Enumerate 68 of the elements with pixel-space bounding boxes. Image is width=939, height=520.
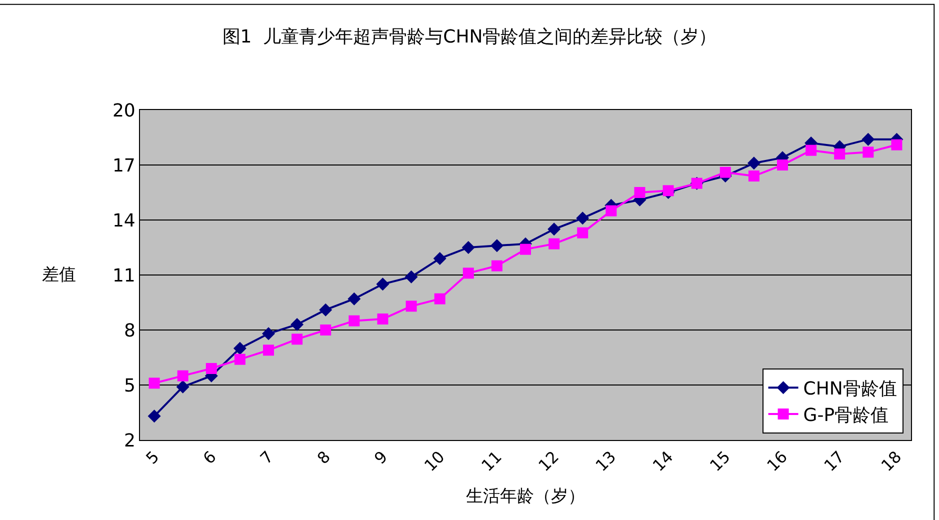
point [348, 315, 360, 326]
x-tick-label: 15 [706, 447, 734, 476]
point [233, 342, 246, 355]
point [777, 160, 788, 170]
x-tick-label: 7 [256, 447, 277, 468]
point [433, 252, 446, 265]
point [377, 314, 388, 324]
y-tick-label: 8 [124, 320, 136, 342]
point [262, 327, 275, 340]
point [520, 244, 531, 255]
point [404, 270, 418, 284]
legend-label: G-P骨龄值 [803, 405, 889, 426]
point [490, 239, 504, 252]
x-axis-title: 生活年龄（岁） [466, 486, 585, 506]
point [862, 146, 874, 158]
point [263, 344, 274, 356]
point [862, 132, 875, 146]
y-tick-label: 20 [112, 100, 136, 122]
x-tick-label: 10 [420, 447, 448, 476]
y-tick-label: 2 [124, 430, 136, 452]
legend-label: CHN骨龄值 [803, 378, 897, 400]
x-tick-label: 17 [820, 447, 848, 476]
point [548, 238, 560, 250]
x-tick-label: 5 [142, 447, 163, 468]
point [834, 148, 846, 160]
x-tick-label: 14 [648, 447, 677, 476]
y-tick-label: 14 [112, 210, 136, 232]
point [747, 156, 760, 170]
point [462, 268, 474, 279]
y-axis-title: 差值 [42, 265, 76, 285]
x-tick-label: 18 [877, 447, 906, 476]
y-tick-label: 5 [124, 375, 136, 396]
point [720, 166, 731, 178]
point [577, 227, 588, 238]
y-tick-label: 17 [112, 155, 136, 176]
x-tick-label: 12 [534, 447, 563, 476]
x-tick-label: 6 [199, 447, 220, 468]
point [206, 363, 217, 374]
point [634, 187, 646, 198]
point [320, 324, 332, 336]
point [177, 370, 188, 382]
point [806, 144, 817, 156]
point [376, 278, 390, 291]
point [606, 205, 617, 216]
point [891, 139, 902, 150]
point [292, 334, 303, 345]
x-tick-label: 9 [370, 447, 392, 468]
point [491, 260, 502, 272]
point [319, 303, 332, 316]
point [148, 410, 161, 423]
chart-title: 图1 儿童青少年超声骨龄与CHN骨龄值之间的差异比较（岁） [222, 26, 717, 48]
point [548, 222, 561, 236]
point [662, 185, 674, 196]
point [148, 378, 160, 389]
x-tick-label: 11 [478, 447, 506, 476]
point [576, 212, 590, 225]
point [406, 300, 417, 312]
x-tick-label: 16 [763, 447, 791, 476]
point [348, 292, 361, 306]
y-tick-label: 11 [112, 265, 136, 286]
point [748, 170, 760, 182]
point [290, 318, 304, 331]
point [176, 380, 190, 394]
point [462, 241, 475, 254]
point [434, 293, 446, 304]
x-tick-label: 8 [313, 447, 334, 468]
point [234, 354, 246, 365]
x-tick-label: 13 [592, 447, 620, 476]
